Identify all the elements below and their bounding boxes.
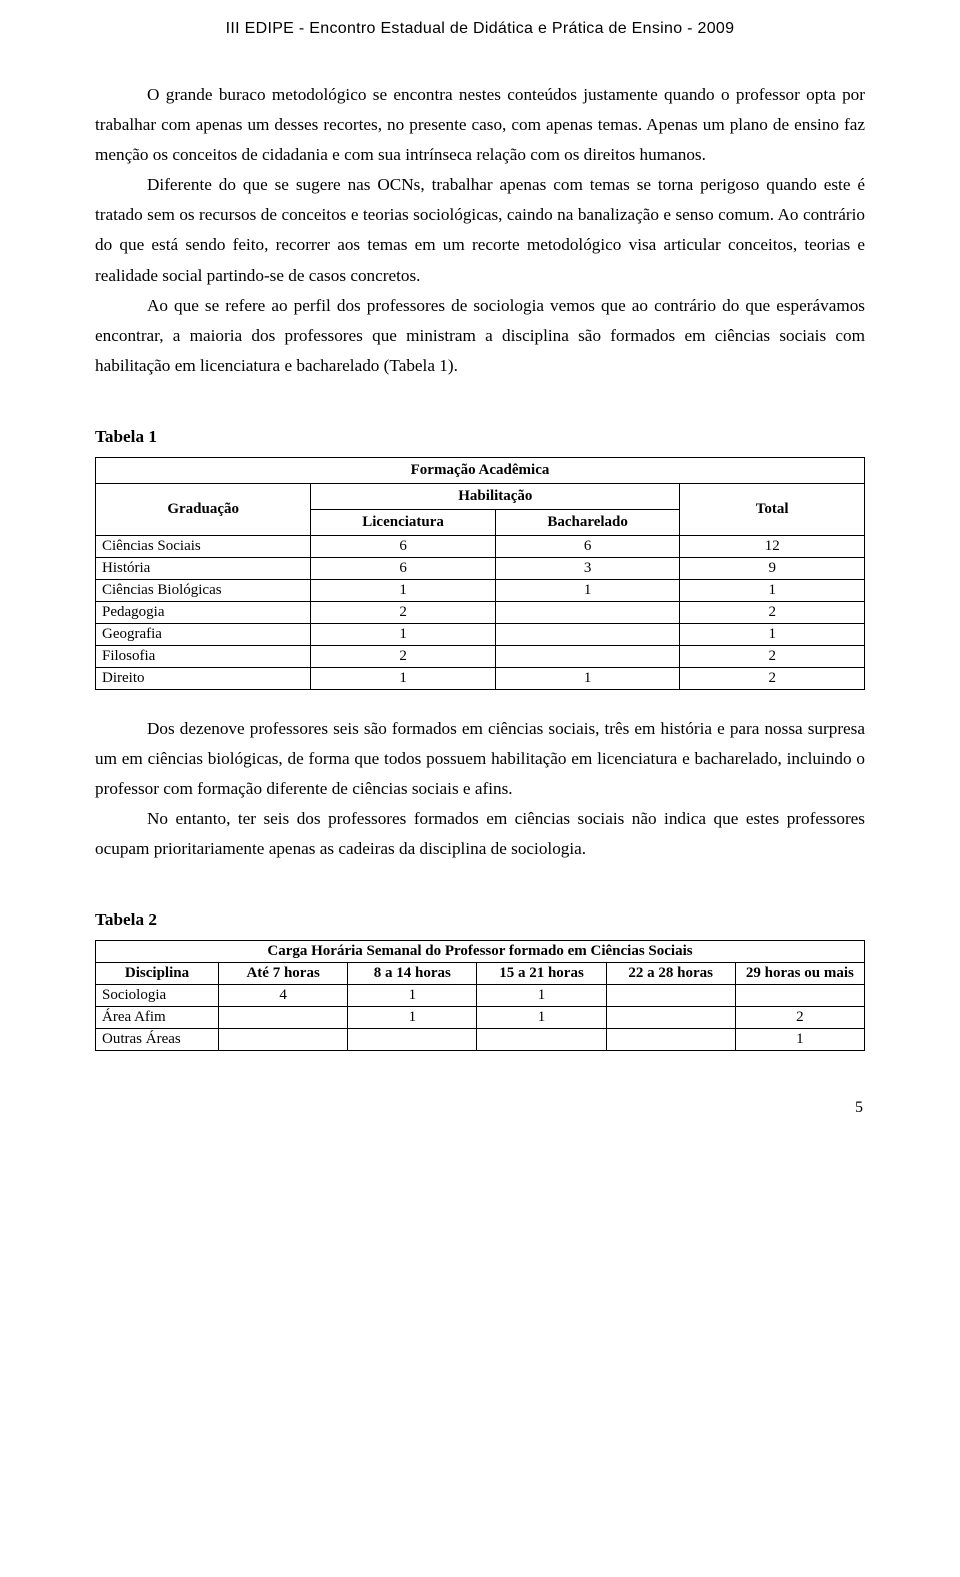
cell-bacharelado bbox=[495, 601, 680, 623]
table-row: Direito112 bbox=[96, 667, 865, 689]
cell-graduacao: Geografia bbox=[96, 623, 311, 645]
table-row: Área Afim 11 2 bbox=[96, 1007, 865, 1029]
table2-title: Carga Horária Semanal do Professor forma… bbox=[96, 941, 865, 963]
cell-bacharelado: 3 bbox=[495, 557, 680, 579]
col-h2: 8 a 14 horas bbox=[348, 963, 477, 985]
cell-hours: 4 bbox=[219, 985, 348, 1007]
page-number: 5 bbox=[95, 1099, 865, 1117]
cell-hours: 1 bbox=[735, 1029, 864, 1051]
col-h4: 22 a 28 horas bbox=[606, 963, 735, 985]
cell-disciplina: Área Afim bbox=[96, 1007, 219, 1029]
col-total: Total bbox=[680, 483, 865, 535]
cell-bacharelado bbox=[495, 645, 680, 667]
cell-licenciatura: 1 bbox=[311, 579, 496, 601]
cell-disciplina: Sociologia bbox=[96, 985, 219, 1007]
cell-hours bbox=[606, 985, 735, 1007]
paragraph-2: Diferente do que se sugere nas OCNs, tra… bbox=[95, 170, 865, 290]
cell-hours bbox=[735, 985, 864, 1007]
cell-hours bbox=[348, 1029, 477, 1051]
cell-licenciatura: 6 bbox=[311, 535, 496, 557]
table-row: História639 bbox=[96, 557, 865, 579]
cell-hours: 2 bbox=[735, 1007, 864, 1029]
paragraph-5: No entanto, ter seis dos professores for… bbox=[95, 804, 865, 864]
cell-bacharelado: 1 bbox=[495, 667, 680, 689]
cell-graduacao: História bbox=[96, 557, 311, 579]
table-row: Sociologia411 bbox=[96, 985, 865, 1007]
cell-total: 2 bbox=[680, 601, 865, 623]
cell-licenciatura: 1 bbox=[311, 623, 496, 645]
cell-licenciatura: 2 bbox=[311, 645, 496, 667]
cell-hours bbox=[606, 1029, 735, 1051]
body-text-block-2: Dos dezenove professores seis são formad… bbox=[95, 714, 865, 864]
col-graduacao: Graduação bbox=[96, 483, 311, 535]
table-row: Ciências Biológicas111 bbox=[96, 579, 865, 601]
col-h1: Até 7 horas bbox=[219, 963, 348, 985]
cell-total: 2 bbox=[680, 645, 865, 667]
cell-bacharelado bbox=[495, 623, 680, 645]
table2-label: Tabela 2 bbox=[95, 910, 865, 930]
cell-licenciatura: 6 bbox=[311, 557, 496, 579]
col-disciplina: Disciplina bbox=[96, 963, 219, 985]
cell-graduacao: Filosofia bbox=[96, 645, 311, 667]
table-row: Geografia11 bbox=[96, 623, 865, 645]
table1-label: Tabela 1 bbox=[95, 427, 865, 447]
cell-hours: 1 bbox=[477, 985, 606, 1007]
paragraph-4: Dos dezenove professores seis são formad… bbox=[95, 714, 865, 804]
cell-graduacao: Direito bbox=[96, 667, 311, 689]
cell-bacharelado: 6 bbox=[495, 535, 680, 557]
cell-graduacao: Ciências Sociais bbox=[96, 535, 311, 557]
cell-licenciatura: 1 bbox=[311, 667, 496, 689]
body-text-block-1: O grande buraco metodológico se encontra… bbox=[95, 80, 865, 381]
cell-hours bbox=[477, 1029, 606, 1051]
table-row: Filosofia22 bbox=[96, 645, 865, 667]
table-row: Pedagogia22 bbox=[96, 601, 865, 623]
cell-hours: 1 bbox=[348, 985, 477, 1007]
cell-hours: 1 bbox=[477, 1007, 606, 1029]
table-carga-horaria: Carga Horária Semanal do Professor forma… bbox=[95, 940, 865, 1051]
cell-hours bbox=[606, 1007, 735, 1029]
cell-graduacao: Ciências Biológicas bbox=[96, 579, 311, 601]
col-licenciatura: Licenciatura bbox=[311, 509, 496, 535]
cell-total: 9 bbox=[680, 557, 865, 579]
table-row: Outras Áreas 1 bbox=[96, 1029, 865, 1051]
cell-hours: 1 bbox=[348, 1007, 477, 1029]
col-h3: 15 a 21 horas bbox=[477, 963, 606, 985]
cell-hours bbox=[219, 1007, 348, 1029]
cell-disciplina: Outras Áreas bbox=[96, 1029, 219, 1051]
cell-hours bbox=[219, 1029, 348, 1051]
cell-total: 2 bbox=[680, 667, 865, 689]
col-habilitacao: Habilitação bbox=[311, 483, 680, 509]
cell-total: 1 bbox=[680, 623, 865, 645]
table-formacao-academica: Formação Acadêmica Graduação Habilitação… bbox=[95, 457, 865, 690]
paragraph-3: Ao que se refere ao perfil dos professor… bbox=[95, 291, 865, 381]
cell-graduacao: Pedagogia bbox=[96, 601, 311, 623]
table-row: Ciências Sociais6612 bbox=[96, 535, 865, 557]
table1-title: Formação Acadêmica bbox=[96, 457, 865, 483]
cell-bacharelado: 1 bbox=[495, 579, 680, 601]
cell-total: 1 bbox=[680, 579, 865, 601]
paragraph-1: O grande buraco metodológico se encontra… bbox=[95, 80, 865, 170]
cell-total: 12 bbox=[680, 535, 865, 557]
col-h5: 29 horas ou mais bbox=[735, 963, 864, 985]
cell-licenciatura: 2 bbox=[311, 601, 496, 623]
page-header: III EDIPE - Encontro Estadual de Didátic… bbox=[95, 20, 865, 38]
col-bacharelado: Bacharelado bbox=[495, 509, 680, 535]
